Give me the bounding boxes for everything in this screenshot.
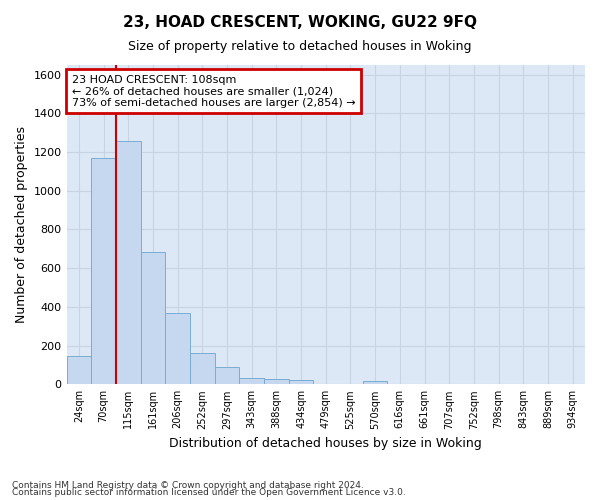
Bar: [363, 381, 388, 384]
Bar: [116, 142, 140, 384]
Y-axis label: Number of detached properties: Number of detached properties: [15, 126, 28, 323]
Text: Contains public sector information licensed under the Open Government Licence v3: Contains public sector information licen…: [12, 488, 406, 497]
Bar: [190, 353, 215, 384]
Text: 23, HOAD CRESCENT, WOKING, GU22 9FQ: 23, HOAD CRESCENT, WOKING, GU22 9FQ: [123, 15, 477, 30]
Bar: [239, 378, 264, 384]
Bar: [264, 379, 289, 384]
Bar: [91, 158, 116, 384]
Text: Contains HM Land Registry data © Crown copyright and database right 2024.: Contains HM Land Registry data © Crown c…: [12, 480, 364, 490]
Text: Size of property relative to detached houses in Woking: Size of property relative to detached ho…: [128, 40, 472, 53]
Text: 23 HOAD CRESCENT: 108sqm
← 26% of detached houses are smaller (1,024)
73% of sem: 23 HOAD CRESCENT: 108sqm ← 26% of detach…: [72, 74, 355, 108]
Bar: [215, 368, 239, 384]
Bar: [67, 356, 91, 384]
Bar: [140, 252, 165, 384]
X-axis label: Distribution of detached houses by size in Woking: Distribution of detached houses by size …: [169, 437, 482, 450]
Bar: [165, 312, 190, 384]
Bar: [289, 380, 313, 384]
